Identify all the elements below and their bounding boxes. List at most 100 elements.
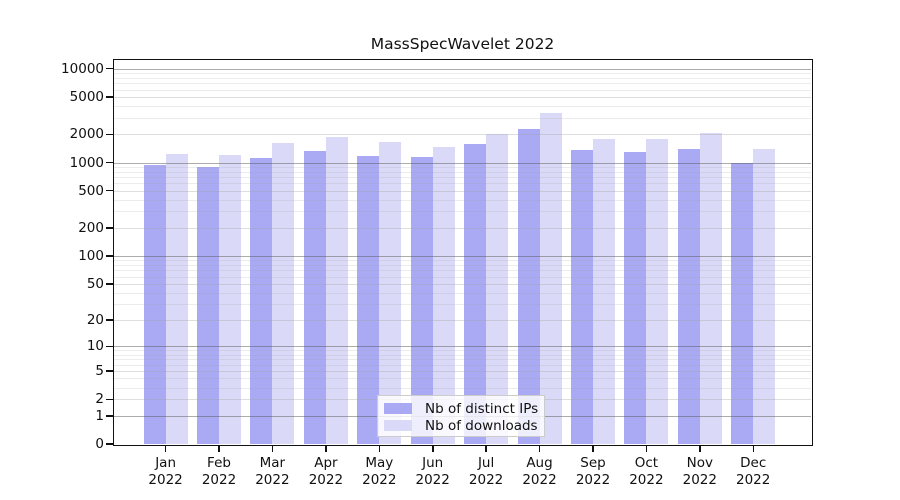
y-tick-label-2000: 2000 (69, 126, 104, 143)
x-tick-label-jul: Jul 2022 (468, 455, 504, 488)
x-tick-sep (592, 445, 594, 452)
legend: Nb of distinct IPs Nb of downloads (377, 395, 545, 437)
gridline-60 (114, 276, 811, 278)
bar-nb-of-distinct-ips-jul (464, 144, 487, 444)
x-tick-label-feb: Feb 2022 (201, 455, 237, 488)
y-tick-label-5000: 5000 (69, 88, 104, 105)
gridline-9000 (114, 73, 811, 74)
x-tick-label-sep: Sep 2022 (575, 455, 611, 488)
legend-swatch-distinct-ips (384, 403, 412, 414)
y-tick-2 (106, 398, 113, 400)
gridline-900 (114, 166, 811, 168)
y-tick-20 (106, 319, 113, 321)
gridline-3000 (114, 117, 811, 119)
bar-nb-of-downloads-feb (219, 155, 241, 444)
y-tick-500 (106, 189, 113, 192)
gridline-20 (114, 319, 811, 321)
gridline-8000 (114, 77, 811, 79)
y-tick-label-20: 20 (86, 311, 104, 328)
bar-nb-of-distinct-ips-may (357, 156, 380, 444)
gridline-90 (114, 260, 811, 262)
x-tick-label-dec: Dec 2022 (736, 455, 771, 488)
y-tick-50 (106, 283, 113, 285)
x-tick-label-apr: Apr 2022 (308, 455, 344, 488)
gridline-7000 (114, 83, 811, 85)
gridline-8 (114, 354, 811, 356)
bar-nb-of-distinct-ips-nov (677, 149, 700, 444)
gridline-800 (114, 171, 811, 173)
bar-nb-of-downloads-sep (593, 139, 615, 444)
bar-nb-of-distinct-ips-jun (410, 157, 433, 444)
gridline-6 (114, 364, 811, 366)
gridline-5 (114, 371, 811, 372)
y-tick-label-50: 50 (86, 275, 104, 292)
y-tick-10000 (106, 67, 113, 70)
gridline-4000 (114, 106, 811, 107)
gridline-2000 (114, 134, 811, 136)
y-tick-label-1: 1 (95, 407, 104, 424)
gridline-500 (114, 190, 811, 192)
x-tick-nov (699, 445, 701, 452)
y-tick-10 (106, 345, 113, 347)
gridline-40 (114, 292, 811, 294)
gridline-80 (114, 264, 811, 266)
y-tick-100 (106, 255, 113, 257)
y-tick-label-500: 500 (78, 182, 104, 199)
gridline-9 (114, 350, 811, 352)
gridline-4 (114, 378, 811, 380)
bar-nb-of-distinct-ips-dec (731, 162, 754, 444)
bar-nb-of-distinct-ips-apr (303, 151, 326, 444)
y-tick-label-10000: 10000 (61, 60, 104, 77)
x-tick-may (378, 445, 380, 452)
x-tick-mar (271, 445, 274, 452)
y-tick-label-0: 0 (95, 436, 104, 452)
y-tick-200 (106, 227, 113, 229)
y-tick-label-100: 100 (78, 247, 104, 264)
gridline-7 (114, 359, 811, 361)
x-tick-label-mar: Mar 2022 (255, 455, 290, 488)
y-tick-5000 (106, 96, 113, 98)
chart-title: MassSpecWavelet 2022 (370, 35, 555, 53)
bar-nb-of-downloads-jun (432, 147, 455, 444)
legend-label-downloads: Nb of downloads (425, 417, 538, 434)
bar-nb-of-downloads-may (379, 142, 402, 444)
y-tick-label-10: 10 (86, 338, 104, 355)
y-tick-1000 (106, 161, 113, 164)
gridline-200 (114, 227, 811, 229)
x-tick-jul (485, 445, 487, 452)
gridline-5000 (114, 96, 811, 98)
gridline-6000 (114, 89, 811, 91)
y-tick-0 (106, 443, 113, 445)
plot-area: Nb of distinct IPs Nb of downloads 10000… (61, 60, 811, 488)
gridline-1000 (114, 162, 811, 164)
x-tick-feb (218, 445, 220, 452)
bar-nb-of-distinct-ips-feb (197, 166, 219, 444)
y-tick-label-1000: 1000 (69, 154, 104, 171)
legend-item-downloads: Nb of downloads (384, 417, 538, 434)
bar-nb-of-distinct-ips-aug (517, 128, 540, 444)
gridline-30 (114, 304, 811, 306)
bar-nb-of-downloads-jan (165, 154, 188, 444)
x-tick-label-nov: Nov 2022 (682, 455, 717, 488)
gridline-400 (114, 199, 811, 201)
gridline-100 (114, 255, 811, 257)
x-tick-aug (538, 445, 541, 452)
bar-nb-of-downloads-mar (272, 142, 295, 444)
bar-nb-of-distinct-ips-mar (250, 157, 273, 444)
x-tick-label-jun: Jun 2022 (415, 455, 450, 488)
bar-nb-of-distinct-ips-oct (624, 152, 647, 444)
x-tick-jun (432, 445, 434, 452)
x-tick-label-aug: Aug 2022 (522, 455, 557, 488)
x-tick-jan (164, 445, 167, 452)
gridline-50 (114, 283, 811, 285)
y-tick-label-5: 5 (95, 363, 104, 379)
x-tick-apr (325, 445, 327, 452)
y-tick-label-2: 2 (95, 391, 104, 408)
gridline-70 (114, 270, 811, 272)
x-tick-label-oct: Oct 2022 (629, 455, 664, 488)
y-tick-label-200: 200 (78, 219, 104, 236)
y-tick-5 (106, 370, 113, 372)
y-tick-1 (106, 415, 113, 417)
gridline-600 (114, 183, 811, 185)
